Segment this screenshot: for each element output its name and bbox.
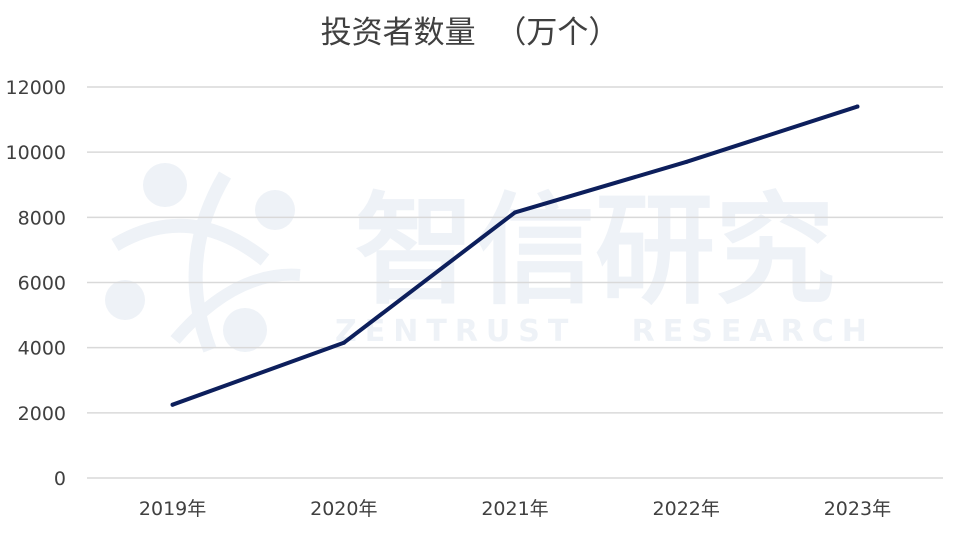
watermark-text-en: ZENTRUST RESEARCH [335,314,875,349]
x-tick-label: 2023年 [824,498,891,520]
y-tick-label: 0 [54,468,66,490]
y-tick-label: 10000 [6,142,66,164]
data-point [513,210,517,215]
x-tick-label: 2022年 [653,498,720,520]
series-group [170,104,860,407]
data-point [170,402,175,407]
y-tick-label: 4000 [18,338,66,360]
y-axis-ticks: 0 2000 4000 6000 8000 10000 12000 [6,77,66,490]
x-tick-label: 2020年 [310,498,377,520]
y-tick-label: 8000 [18,207,66,229]
x-tick-label: 2021年 [481,498,548,520]
watermark: 智信研究 ZENTRUST RESEARCH [105,163,875,353]
y-tick-label: 6000 [18,273,66,295]
watermark-logo-icon [105,163,301,353]
gridlines [87,86,943,479]
chart-title: 投资者数量 （万个） [321,15,620,51]
watermark-text-cn: 智信研究 [355,180,835,321]
y-tick-label: 12000 [6,77,66,99]
y-tick-label: 2000 [18,403,66,425]
data-point [684,159,689,164]
data-point [341,340,346,345]
x-axis-ticks: 2019年 2020年 2021年 2022年 2023年 [139,498,891,520]
x-tick-label: 2019年 [139,498,206,520]
data-point [855,104,860,109]
